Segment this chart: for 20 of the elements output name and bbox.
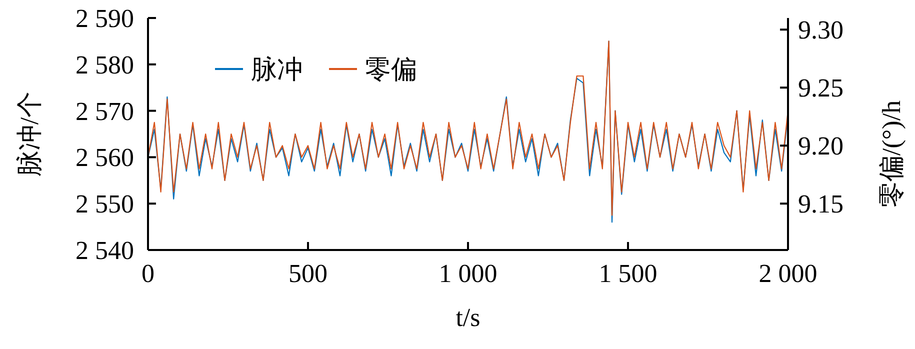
y-tick-label: 2 590 (76, 4, 134, 33)
y2-tick-label: 9.20 (798, 132, 844, 161)
x-axis-title: t/s (456, 303, 480, 332)
y2-tick-label: 9.25 (798, 74, 844, 103)
x-tick-label: 2 000 (758, 259, 818, 288)
legend-label: 脉冲 (251, 55, 303, 84)
y-tick-label: 2 570 (76, 96, 134, 126)
y-tick-label: 2 540 (76, 236, 134, 265)
x-tick-label: 500 (288, 259, 328, 288)
y2-tick-label: 9.15 (798, 190, 844, 219)
y2-axis-title: 零偏/(°)/h (877, 100, 906, 208)
y-tick-label: 2 580 (76, 50, 134, 80)
x-tick-label: 1 500 (598, 259, 658, 288)
legend-label: 零偏 (365, 55, 417, 84)
y-axis-title: 脉冲/个 (15, 91, 44, 177)
y2-tick-label: 9.30 (798, 16, 844, 45)
x-tick-label: 0 (142, 259, 154, 288)
y-tick-label: 2 560 (76, 143, 134, 172)
y-tick-label: 2 550 (76, 190, 134, 219)
x-tick-label: 1 000 (438, 259, 498, 288)
